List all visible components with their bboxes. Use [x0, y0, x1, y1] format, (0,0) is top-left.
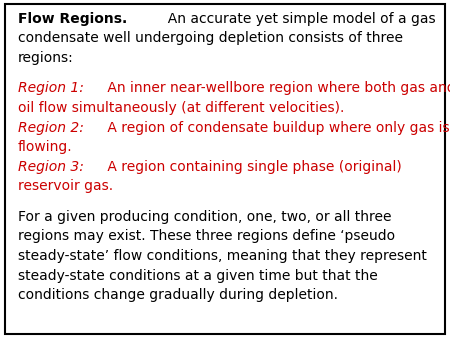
Text: A region containing single phase (original): A region containing single phase (origin…	[103, 160, 402, 174]
Text: steady-state’ flow conditions, meaning that they represent: steady-state’ flow conditions, meaning t…	[18, 249, 427, 263]
Text: Flow Regions.: Flow Regions.	[18, 12, 127, 26]
Text: Region 2:: Region 2:	[18, 121, 84, 135]
Text: reservoir gas.: reservoir gas.	[18, 179, 113, 193]
Text: Region 1:: Region 1:	[18, 81, 84, 95]
Text: For a given producing condition, one, two, or all three: For a given producing condition, one, tw…	[18, 210, 392, 224]
Text: steady-state conditions at a given time but that the: steady-state conditions at a given time …	[18, 269, 378, 283]
FancyBboxPatch shape	[5, 4, 445, 334]
Text: An accurate yet simple model of a gas: An accurate yet simple model of a gas	[159, 12, 436, 26]
Text: A region of condensate buildup where only gas is: A region of condensate buildup where onl…	[103, 121, 450, 135]
Text: An inner near-wellbore region where both gas and: An inner near-wellbore region where both…	[103, 81, 450, 95]
Text: oil flow simultaneously (at different velocities).: oil flow simultaneously (at different ve…	[18, 101, 344, 115]
Text: flowing.: flowing.	[18, 140, 72, 154]
Text: regions may exist. These three regions define ‘pseudo: regions may exist. These three regions d…	[18, 230, 395, 243]
Text: condensate well undergoing depletion consists of three: condensate well undergoing depletion con…	[18, 31, 403, 45]
Text: Region 3:: Region 3:	[18, 160, 84, 174]
Text: regions:: regions:	[18, 51, 74, 65]
Text: conditions change gradually during depletion.: conditions change gradually during deple…	[18, 288, 338, 302]
